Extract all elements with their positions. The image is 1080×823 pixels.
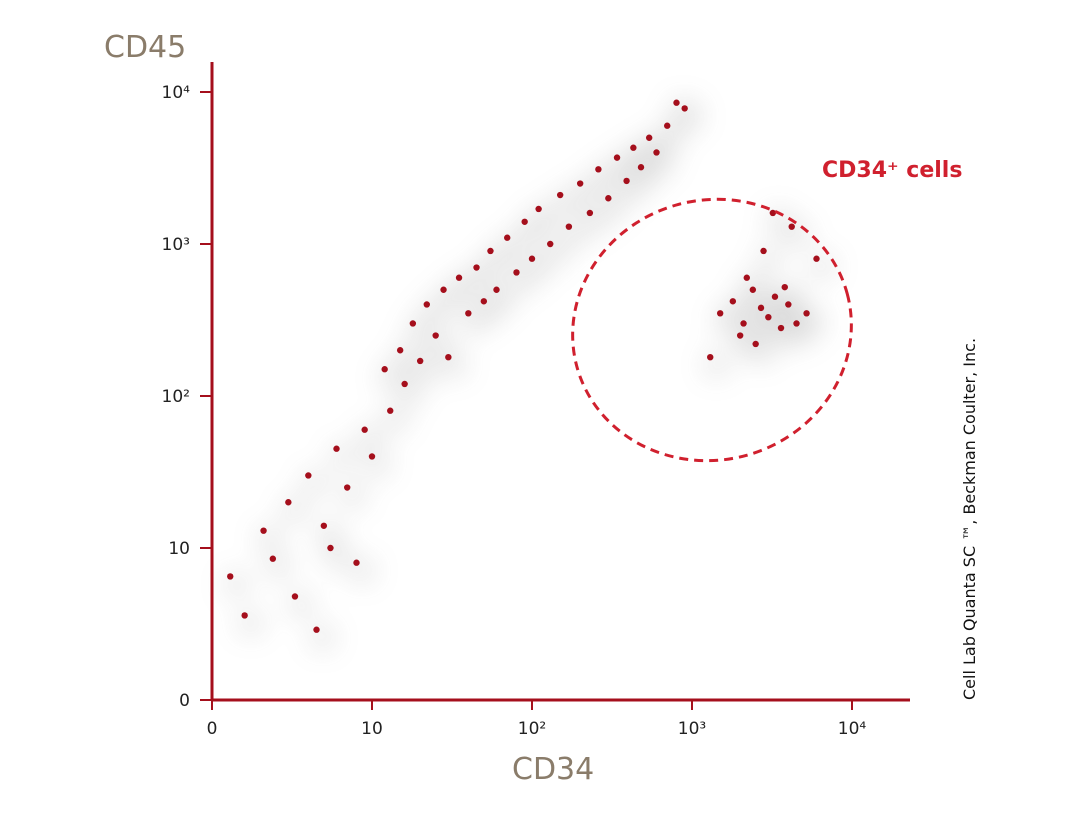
- data-point: [344, 484, 351, 491]
- cd34-gate: [571, 197, 853, 463]
- data-point: [445, 353, 452, 361]
- data-point: [736, 332, 744, 339]
- x-tick-label: 10: [361, 719, 383, 739]
- data-point: [396, 347, 404, 354]
- data-point: [556, 191, 564, 199]
- data-point: [613, 154, 621, 161]
- data-point: [743, 274, 750, 281]
- data-point: [535, 205, 542, 213]
- data-point: [757, 304, 765, 312]
- data-point: [513, 269, 520, 276]
- data-point: [528, 255, 536, 262]
- data-point: [576, 180, 584, 187]
- y-tick-label: 10: [168, 539, 190, 559]
- data-point: [752, 340, 759, 348]
- data-point: [765, 313, 772, 321]
- y-tick-label: 0: [179, 691, 190, 711]
- y-tick-label: 10³: [162, 235, 190, 255]
- data-point: [729, 298, 737, 305]
- data-point: [327, 544, 334, 552]
- data-point: [565, 223, 573, 230]
- x-tick-label: 10²: [518, 719, 546, 739]
- data-point: [586, 209, 594, 217]
- data-point: [681, 105, 688, 112]
- x-tick-label: 0: [207, 719, 218, 739]
- point-shadow-layer: [226, 100, 833, 648]
- data-point: [813, 255, 820, 262]
- data-point: [291, 593, 299, 600]
- data-point: [769, 209, 777, 217]
- gate-annotation: CD34⁺ cells: [822, 158, 963, 183]
- data-point: [664, 122, 671, 129]
- data-point: [269, 555, 277, 562]
- data-point: [333, 445, 340, 452]
- y-tick-label: 10²: [162, 387, 190, 407]
- data-point: [432, 332, 439, 339]
- data-point: [630, 144, 637, 151]
- points-layer: [227, 99, 820, 633]
- ticks-layer: 00 10 10 10² 10² 10³ 10³ 10⁴ 10⁴: [162, 83, 867, 739]
- data-point: [781, 283, 788, 291]
- data-point: [803, 310, 810, 317]
- credit-text: Cell Lab Quanta SC ™, Beckman Coulter, I…: [960, 337, 979, 700]
- data-point: [521, 218, 528, 225]
- data-point: [595, 166, 602, 173]
- data-point: [740, 320, 747, 327]
- data-point: [455, 274, 463, 281]
- data-point: [368, 453, 376, 460]
- data-point: [760, 247, 767, 255]
- data-point: [605, 195, 612, 202]
- y-tick-label: 10⁴: [162, 83, 191, 103]
- data-point: [777, 324, 785, 332]
- data-point: [353, 559, 360, 566]
- data-point: [305, 472, 312, 479]
- data-point: [716, 310, 724, 317]
- x-tick-label: 10³: [678, 719, 706, 739]
- data-point: [504, 234, 511, 241]
- data-point: [473, 264, 480, 271]
- data-point: [493, 286, 500, 293]
- data-point: [623, 177, 630, 185]
- data-point: [361, 426, 368, 433]
- data-point: [409, 320, 417, 327]
- data-point: [637, 164, 645, 171]
- data-point: [416, 357, 424, 365]
- data-point: [547, 240, 554, 248]
- data-point: [381, 366, 388, 373]
- data-point: [465, 310, 472, 317]
- data-point: [423, 301, 430, 308]
- data-point: [387, 407, 394, 414]
- x-tick-label: 10⁴: [838, 719, 867, 739]
- data-point: [487, 247, 494, 255]
- data-point: [788, 223, 795, 230]
- data-point: [707, 353, 714, 361]
- data-point: [440, 286, 447, 293]
- data-point: [313, 626, 320, 633]
- data-point: [749, 286, 757, 293]
- y-axis-label: CD45: [104, 30, 187, 65]
- data-point: [320, 522, 328, 529]
- data-point: [653, 149, 660, 156]
- data-point: [673, 99, 680, 106]
- data-point: [285, 499, 292, 506]
- data-point: [260, 527, 267, 534]
- data-point: [793, 320, 800, 327]
- data-point: [645, 134, 653, 141]
- x-axis-label: CD34: [512, 752, 595, 787]
- data-point: [227, 573, 234, 580]
- data-point: [401, 380, 408, 388]
- data-point: [771, 293, 779, 300]
- data-point: [241, 612, 248, 619]
- data-point: [480, 298, 488, 305]
- data-point: [785, 301, 792, 308]
